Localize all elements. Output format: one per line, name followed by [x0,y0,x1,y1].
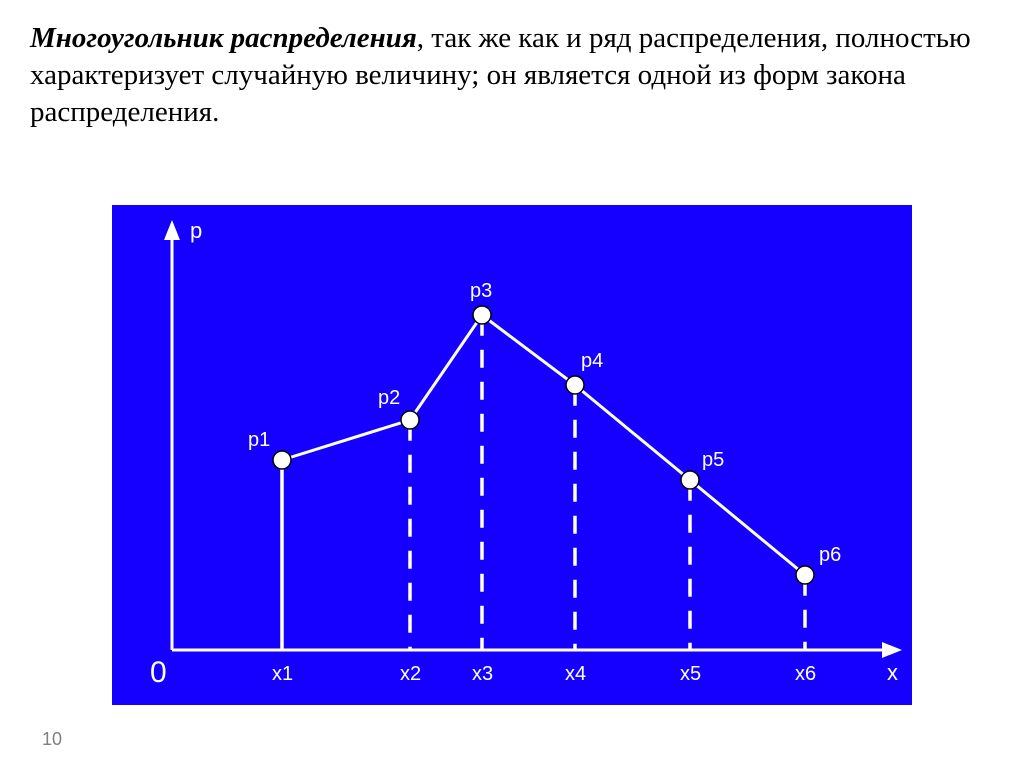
page-number: 10 [42,729,62,750]
svg-text:p: p [190,218,202,243]
title-phrase: Многоугольник распределения [30,22,417,54]
svg-text:x3: x3 [472,663,493,685]
description-paragraph: Многоугольник распределения, так же как … [30,20,994,131]
svg-text:p6: p6 [819,544,841,566]
svg-text:x4: x4 [565,663,586,685]
svg-text:p1: p1 [248,429,270,451]
svg-text:p5: p5 [702,449,724,471]
svg-text:p4: p4 [581,350,603,372]
svg-text:x2: x2 [400,663,421,685]
svg-text:x: x [887,660,898,685]
svg-text:0: 0 [150,656,167,689]
svg-text:x5: x5 [680,663,701,685]
svg-text:x6: x6 [795,663,816,685]
svg-text:p2: p2 [378,387,400,409]
svg-text:x1: x1 [272,663,293,685]
distribution-polygon-chart: p x 0 p1 p2 p3 p4 p5 p6 x1 x2 x3 x4 x5 x6 [112,205,912,705]
svg-text:p3: p3 [470,280,492,302]
